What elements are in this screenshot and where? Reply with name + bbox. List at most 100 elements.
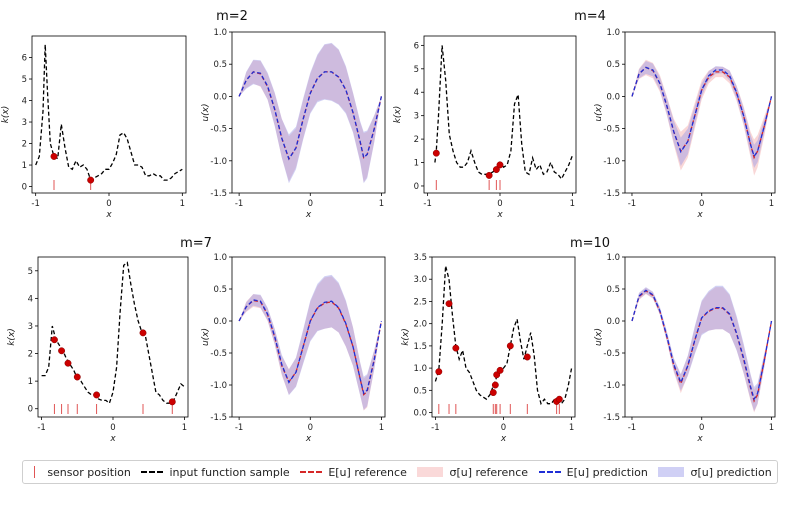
u-plot-ytick-label: 0.0 [606,317,620,327]
prediction-std-band [632,61,772,168]
input-function-line [41,261,185,405]
k-plot-ytick-label: 3.0 [413,275,427,285]
legend-label-ref-mean: E[u] reference [328,465,407,479]
k-plot-xlabel: x [496,210,503,220]
u-plot-xlabel: x [305,210,312,220]
k-plot-ytick-label: 4 [22,97,27,107]
k-plot-xlabel: x [105,210,112,220]
u-plot-ytick-label: -1.0 [210,157,227,167]
legend: sensor position input function sample E[… [22,460,778,484]
u-plot-xtick-label: -1 [235,423,243,433]
red-band-icon [417,467,444,477]
u-plot-ytick-label: 1.0 [213,28,227,38]
u-plot-ytick-label: -1.0 [210,381,227,391]
legend-item-pred-mean: E[u] prediction [538,465,648,479]
u-plot-xtick-label: 1 [379,423,384,433]
u-plot-ytick-label: -1.5 [603,413,620,423]
panel-title: m=2 [216,9,248,24]
input-function-line [434,265,573,406]
k-plot-ytick-label: 5 [22,75,27,85]
sensor-point [58,347,66,355]
legend-label-input: input function sample [169,465,290,479]
k-plot-ytick-label: 2.5 [413,297,427,307]
input-function-line [434,45,574,181]
u-plot-ytick-label: -1.5 [603,189,620,199]
reference-std-band [239,43,382,183]
k-plot-frame [423,35,577,194]
reference-std-band [239,276,382,411]
input-function-line [35,44,183,182]
u-plot-ytick-label: -0.5 [603,125,620,135]
panel-title: m=10 [570,236,610,251]
sensor-point [139,329,147,337]
u-plot-ytick-label: 1.0 [213,253,227,263]
u-plot-frame [231,31,386,194]
k-plot-ytick-label: 6 [414,41,419,51]
k-plot-ytick-label: 0 [22,183,27,193]
panel-2: m=4 -1 0 1 0 1 2 3 4 5 6 x k(x) -1 0 1 1.0 0.5 0.0 -0.5 -1.0… [393,9,776,220]
k-plot-ytick-label: 2 [414,135,419,145]
u-plot-ytick-label: -1.0 [603,157,620,167]
k-plot-xtick-label: 1 [180,199,185,209]
k-plot-ytick-label: 1 [28,377,33,387]
sensor-point [496,366,504,374]
sensor-point [64,359,72,367]
sensor-point [496,161,504,169]
u-plot-xtick-label: 0 [699,199,704,209]
k-plot-xtick-label: 1 [182,423,187,433]
legend-label-pred-band: σ[u] prediction [690,465,772,479]
prediction-mean-line [631,289,773,401]
k-plot-ytick-label: 4 [414,88,419,98]
blue-band-icon [658,467,685,477]
sensor-point [432,149,440,157]
k-plot-ytick-label: 0.0 [413,409,427,419]
k-plot-ylabel: k(x) [401,328,411,346]
k-plot-xtick-label: -1 [37,423,45,433]
sensor-point [489,389,497,397]
u-plot-xtick-label: 1 [769,423,774,433]
u-plot-ytick-label: 0.5 [606,285,620,295]
k-plot-xtick-label: 0 [497,199,502,209]
figure: m=2 -1 0 1 0 1 2 3 4 5 6 x k(x) -1 0 1 1.0 0.5 0.0 -0.5 -1.0… [1,9,776,444]
panel-3: m=7 -1 0 1 0 1 2 3 4 5 x k(x) -1 0 1 1.0 0.5 0.0 -0.5 -1.0 -… [7,236,386,444]
u-plot-ytick-label: -0.5 [210,349,227,359]
k-plot-xtick-label: 0 [106,199,111,209]
k-plot-ytick-label: 1 [414,159,419,169]
prediction-std-band [239,274,382,410]
sensor-point [485,171,493,179]
k-plot-ytick-label: 2.0 [413,320,427,330]
k-plot-ytick-label: 1 [22,161,27,171]
k-plot-xtick-label: -1 [31,199,39,209]
k-plot-xlabel: x [109,434,116,444]
u-plot-ytick-label: -0.5 [603,349,620,359]
sensor-point [506,342,514,350]
sensor-point [452,344,460,352]
black-dash-icon [141,471,164,473]
u-plot-xtick-label: 0 [308,423,313,433]
u-plot-ytick-label: -0.5 [210,125,227,135]
k-plot-xtick-label: 0 [110,423,115,433]
sensor-marker-icon [34,466,36,478]
legend-label-sensor: sensor position [47,465,131,479]
prediction-mean-line [238,71,383,161]
k-plot-ytick-label: 3.5 [413,253,427,263]
u-plot-xtick-label: 0 [308,199,313,209]
k-plot-ytick-label: 3 [414,112,419,122]
k-plot-ytick-label: 2 [28,350,33,360]
k-plot-ytick-label: 5 [28,267,33,277]
u-plot-frame [624,256,776,418]
sensor-point [50,152,58,160]
legend-item-ref-band: σ[u] reference [417,466,528,479]
u-plot-ylabel: u(x) [201,103,211,121]
sensor-point [555,395,563,403]
legend-label-pred-mean: E[u] prediction [566,465,648,479]
k-plot-ytick-label: 4 [28,294,33,304]
u-plot-ytick-label: -1.0 [603,381,620,391]
k-plot-ytick-label: 2 [22,140,27,150]
prediction-std-band [239,42,382,184]
u-plot-ylabel: u(x) [201,328,211,346]
k-plot-xtick-label: 1 [570,199,575,209]
legend-item-input: input function sample [141,465,290,479]
k-plot-ytick-label: 1.0 [413,364,427,374]
u-plot-ytick-label: -1.5 [210,189,227,199]
